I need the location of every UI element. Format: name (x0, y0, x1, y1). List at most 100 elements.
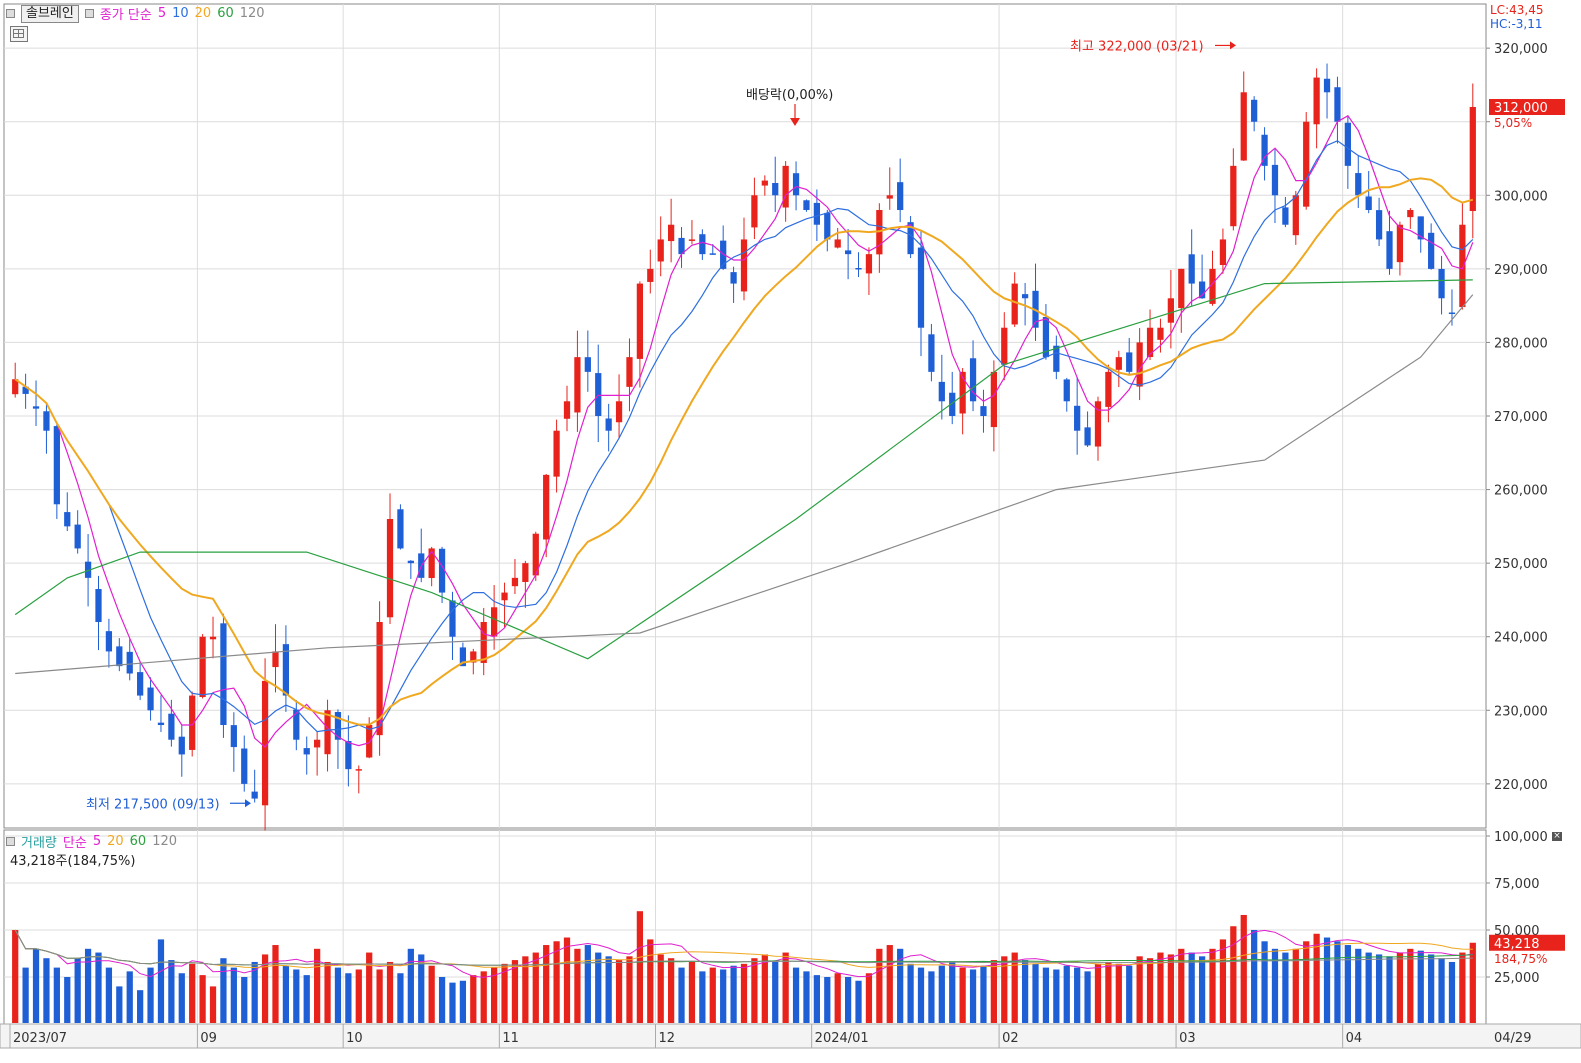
volume-bar (1240, 914, 1247, 1023)
candle-body (928, 334, 935, 372)
ma-period-60: 60 (217, 6, 234, 21)
volume-bar (126, 971, 133, 1023)
last-change-text: 5,05% (1494, 116, 1532, 130)
stock-name-box[interactable]: 솔브레인 (21, 4, 79, 23)
volume-bar (563, 937, 571, 1023)
candle-body (1105, 371, 1112, 407)
time-axis-label: 10 (346, 1031, 363, 1046)
candle-body (334, 712, 342, 740)
volume-bar (428, 965, 435, 1023)
volume-ma-prefix: 단순 (62, 836, 87, 851)
volume-axis-label: 25,000 (1494, 971, 1540, 986)
candle-body (584, 357, 591, 372)
candle-body (1365, 196, 1372, 210)
ma-period-10: 10 (172, 6, 189, 21)
ma-line-20 (14, 177, 1474, 726)
candle-body (428, 548, 435, 579)
price-axis-label: 320,000 (1494, 42, 1548, 57)
volume-bar (595, 952, 602, 1023)
candle-body (543, 474, 550, 540)
volume-bar (1417, 950, 1424, 1023)
volume-bar (261, 954, 269, 1023)
volume-bar (1469, 942, 1476, 1023)
candle-body (761, 180, 768, 186)
candle-body (782, 165, 789, 208)
candle-body (345, 741, 352, 770)
volume-bar (1115, 963, 1122, 1023)
ma-period-20: 20 (194, 6, 212, 21)
candle-body (1053, 345, 1060, 372)
candle-body (12, 379, 19, 395)
volume-bar (178, 973, 185, 1023)
candle-body (574, 357, 581, 413)
volume-bar (553, 941, 560, 1023)
volume-bar (1365, 952, 1372, 1023)
close-panel-icon[interactable]: × (1552, 831, 1562, 841)
volume-bar (418, 954, 425, 1023)
candle-body (449, 600, 456, 637)
candle-body (1178, 268, 1185, 309)
volume-bar (917, 967, 925, 1023)
price-axis-label: 260,000 (1494, 484, 1548, 499)
candle-body (1355, 173, 1362, 196)
volume-bar (647, 939, 654, 1023)
volume-bar (314, 948, 321, 1023)
volume-bar (959, 967, 966, 1023)
candle-body (480, 622, 487, 663)
price-axis-label: 250,000 (1494, 557, 1548, 572)
volume-bar (1157, 952, 1164, 1023)
volume-bar (43, 958, 50, 1023)
volume-bar (876, 948, 883, 1023)
candle-body (563, 401, 571, 419)
time-axis-label: 2024/01 (815, 1031, 869, 1046)
candle-body (688, 239, 696, 241)
price-legend: 솔브레인 종가 단순 5 10 20 60 120 (6, 4, 265, 23)
candle-body (1188, 254, 1195, 284)
volume-current-value: 43,218주(184,75%) (10, 854, 136, 869)
candle-body (1042, 317, 1050, 358)
time-axis-label: 04/29 (1494, 1031, 1531, 1046)
volume-bar (938, 965, 945, 1023)
candle-body (189, 695, 196, 750)
candle-body (53, 426, 60, 505)
candle-body (386, 519, 394, 618)
volume-bar (949, 961, 956, 1023)
candle-body (511, 577, 519, 587)
candle-body (397, 509, 404, 549)
candle-body (949, 392, 956, 416)
candle-body (324, 710, 331, 755)
candle-body (1094, 401, 1102, 447)
legend-toggle-icon[interactable] (6, 9, 15, 18)
volume-bar (293, 969, 300, 1023)
volume-bar (730, 965, 737, 1023)
candle-body (1417, 216, 1424, 240)
candle-body (1157, 327, 1164, 340)
volume-bar (615, 960, 623, 1023)
dividend-marker-label: 배당락(0,00%) (746, 88, 833, 103)
ma-toggle-icon[interactable] (84, 9, 94, 18)
candle-body (1063, 379, 1070, 402)
candle-body (969, 358, 977, 402)
volume-bar (1271, 948, 1279, 1023)
volume-bar (95, 952, 102, 1023)
candle-body (792, 173, 800, 196)
candle-body (1438, 268, 1445, 299)
candle-body (1323, 78, 1331, 93)
volume-bar (397, 973, 404, 1023)
volume-bar (324, 961, 331, 1023)
candle-body (293, 709, 300, 740)
volume-bar (32, 948, 40, 1023)
volume-bar (1011, 952, 1018, 1023)
candle-body (491, 607, 498, 637)
candle-body (553, 430, 560, 477)
volume-bar (928, 971, 935, 1023)
last-price-text: 312,000 (1494, 101, 1548, 116)
volume-bar (834, 973, 841, 1023)
candle-body (1115, 357, 1122, 370)
volume-toggle-icon[interactable] (6, 837, 15, 846)
volume-ma-line-20 (14, 929, 1473, 969)
grid-table-icon[interactable] (10, 26, 28, 42)
candle-body (595, 373, 602, 416)
